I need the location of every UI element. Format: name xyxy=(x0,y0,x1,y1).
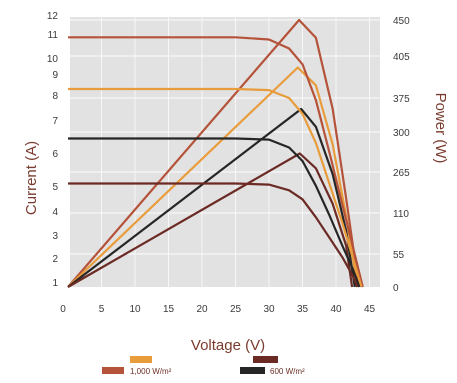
y-tick-label: 11 xyxy=(48,30,59,41)
x-axis-ticks: 0 5 10 15 20 25 30 35 40 45 xyxy=(60,304,375,315)
y-tick-label: 1 xyxy=(52,278,58,289)
legend-swatch-600 xyxy=(240,367,265,374)
legend-swatch-1000 xyxy=(102,367,124,374)
y-tick-label: 5 xyxy=(52,182,58,193)
y-tick-label: 3 xyxy=(52,231,58,242)
y-tick-label: 7 xyxy=(52,116,58,127)
x-tick-label: 15 xyxy=(163,304,175,315)
x-tick-label: 0 xyxy=(60,304,66,315)
x-tick-label: 45 xyxy=(364,304,376,315)
y2-axis-ticks: 0 55 110 265 300 375 405 450 xyxy=(393,16,410,294)
power-curve-1000 xyxy=(67,18,360,288)
y2-tick-label: 0 xyxy=(393,283,399,294)
current-curve-400 xyxy=(68,182,359,288)
legend-label-1000: 1,000 W/m² xyxy=(130,367,172,376)
x-tick-label: 40 xyxy=(330,304,342,315)
x-axis-title: Voltage (V) xyxy=(191,337,265,354)
y2-tick-label: 300 xyxy=(393,128,410,139)
y2-tick-label: 265 xyxy=(393,168,410,179)
y2-tick-label: 450 xyxy=(393,16,410,27)
x-tick-label: 35 xyxy=(297,304,309,315)
y-tick-label: 10 xyxy=(47,54,59,65)
y-tick-label: 8 xyxy=(52,91,58,102)
legend-swatch-400 xyxy=(253,356,278,363)
y-axis-title: Current (A) xyxy=(23,141,40,215)
current-curve-800 xyxy=(68,87,363,288)
legend: 1,000 W/m² 600 W/m² xyxy=(102,356,305,376)
legend-label-600: 600 W/m² xyxy=(270,367,305,376)
x-tick-label: 10 xyxy=(129,304,141,315)
y2-tick-label: 110 xyxy=(393,209,409,220)
x-tick-label: 30 xyxy=(263,304,275,315)
y2-tick-label: 55 xyxy=(393,250,405,261)
x-tick-label: 5 xyxy=(99,304,105,315)
y-tick-label: 12 xyxy=(47,11,59,22)
y-tick-label: 6 xyxy=(52,149,58,160)
y-tick-label: 4 xyxy=(52,207,58,218)
x-tick-label: 20 xyxy=(196,304,208,315)
y-tick-label: 2 xyxy=(52,254,58,265)
current-curve-1000 xyxy=(68,36,364,288)
y2-axis-title: Power (W) xyxy=(432,93,449,164)
power-curve-400 xyxy=(67,152,354,288)
y2-tick-label: 375 xyxy=(393,94,410,105)
x-tick-label: 25 xyxy=(230,304,242,315)
y-tick-label: 9 xyxy=(52,70,58,81)
series-layer xyxy=(67,18,364,288)
legend-swatch-800 xyxy=(130,356,152,363)
y2-tick-label: 405 xyxy=(393,52,410,63)
gridlines xyxy=(70,17,380,287)
current-curve-600 xyxy=(68,137,361,288)
